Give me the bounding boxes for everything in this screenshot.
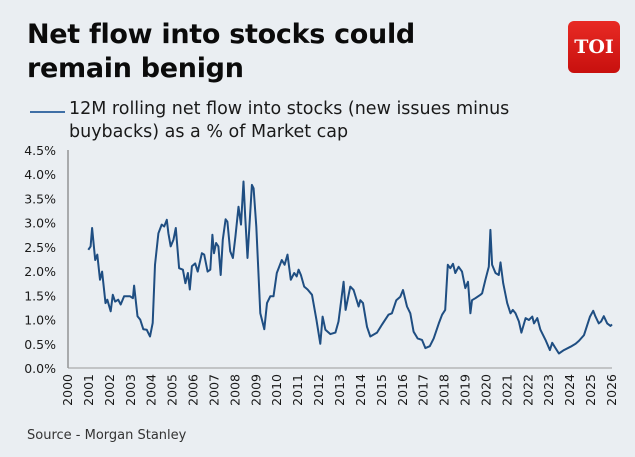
x-tick-label: 2019: [458, 374, 473, 406]
x-tick-label: 2000: [60, 374, 75, 406]
y-tick-label: 0.5%: [24, 337, 56, 352]
x-tick-label: 2012: [311, 374, 326, 406]
x-tick-label: 2016: [395, 374, 410, 406]
y-tick-label: 0.0%: [24, 361, 56, 376]
x-tick-label: 2017: [416, 374, 431, 406]
y-tick-label: 4.5%: [24, 143, 56, 158]
x-tick-label: 2023: [541, 374, 556, 406]
x-tick-label: 2003: [123, 374, 138, 406]
x-tick-label: 2022: [520, 374, 535, 406]
chart-title: Net flow into stocks could remain benign: [27, 19, 415, 84]
x-tick-label: 2015: [374, 374, 389, 406]
x-tick-label: 2011: [290, 374, 305, 406]
x-tick-label: 2014: [353, 374, 368, 406]
x-tick-label: 2021: [499, 374, 514, 406]
x-tick-label: 2024: [562, 374, 577, 406]
legend: 12M rolling net flow into stocks (new is…: [30, 98, 589, 144]
toi-logo: TOI: [568, 21, 620, 73]
x-tick-label: 2004: [144, 374, 159, 406]
x-tick-label: 2025: [583, 374, 598, 406]
x-tick-label: 2018: [437, 374, 452, 406]
y-tick-label: 2.0%: [24, 264, 56, 279]
y-tick-label: 1.5%: [24, 288, 56, 303]
y-tick-label: 2.5%: [24, 240, 56, 255]
y-tick-label: 4.0%: [24, 167, 56, 182]
x-tick-label: 2013: [332, 374, 347, 406]
series-line: [87, 180, 613, 355]
x-tick-label: 2005: [165, 374, 180, 406]
source-note: Source - Morgan Stanley: [27, 428, 187, 443]
x-tick-label: 2006: [186, 374, 201, 406]
x-tick-label: 2002: [102, 374, 117, 406]
logo-text: TOI: [574, 36, 614, 58]
legend-swatch: [30, 111, 65, 113]
x-tick-label: 2020: [478, 374, 493, 406]
y-tick-label: 1.0%: [24, 313, 56, 328]
x-tick-label: 2026: [604, 374, 619, 406]
x-tick-label: 2001: [81, 374, 96, 406]
x-tick-label: 2008: [227, 374, 242, 406]
x-tick-label: 2010: [269, 374, 284, 406]
x-tick-label: 2009: [248, 374, 263, 406]
y-tick-label: 3.0%: [24, 216, 56, 231]
x-tick-label: 2007: [206, 374, 221, 406]
y-tick-label: 3.5%: [24, 191, 56, 206]
legend-label: 12M rolling net flow into stocks (new is…: [69, 99, 510, 142]
